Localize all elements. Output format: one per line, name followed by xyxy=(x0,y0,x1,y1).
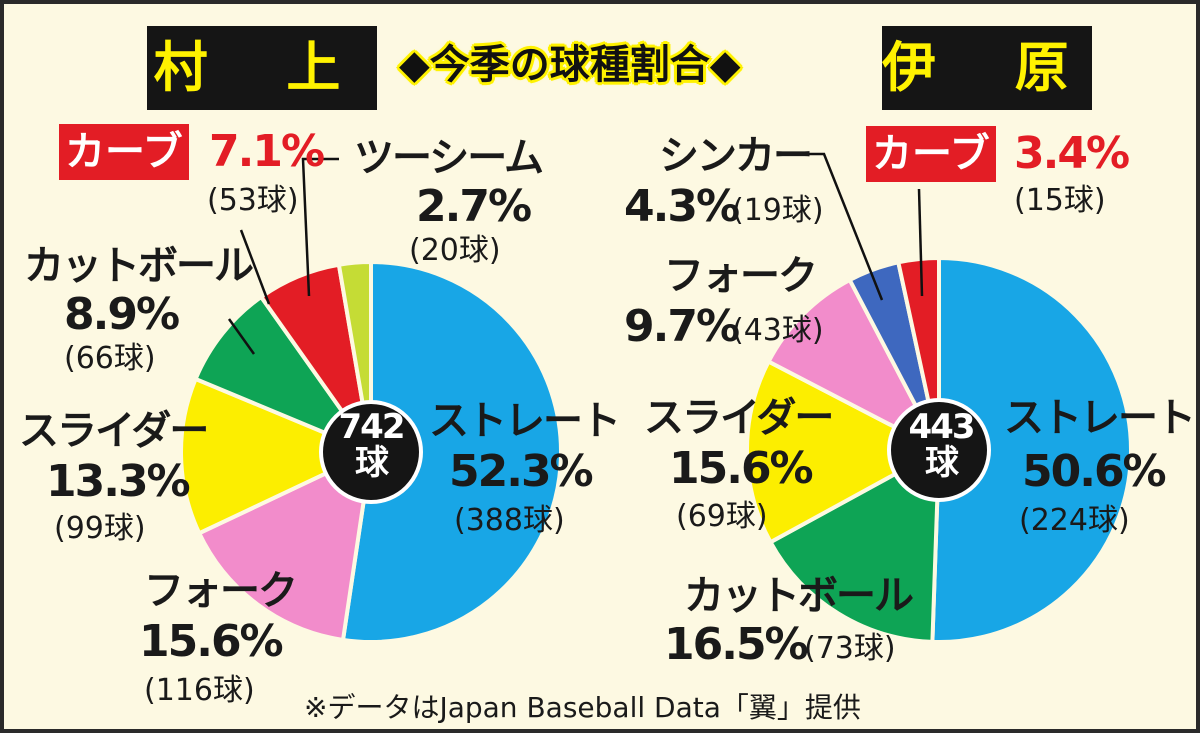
count-twoseam-left: (20球) xyxy=(409,233,501,268)
pct-curve-right: 3.4% xyxy=(1014,128,1130,179)
count-curve-left: (53球) xyxy=(207,183,299,218)
pie-slice xyxy=(930,255,1133,644)
player-name-left: 村 上 xyxy=(147,26,377,110)
label-slider-right: スライダー xyxy=(644,395,834,441)
count-fork-right: (43球) xyxy=(732,313,824,348)
total-left-value: 742 xyxy=(338,407,406,447)
pct-slider-left: 13.3% xyxy=(46,456,191,507)
pie-slice xyxy=(179,376,376,536)
count-straight-left: (388球) xyxy=(454,503,565,538)
total-left: 742 球 xyxy=(324,409,418,481)
pie-ihara xyxy=(745,255,1133,644)
total-right-unit: 球 xyxy=(925,443,959,483)
label-straight-right: ストレート xyxy=(1004,395,1196,441)
label-curve-left: カーブ xyxy=(59,124,189,180)
label-sinker-right: シンカー xyxy=(659,133,813,179)
count-slider-left: (99球) xyxy=(54,511,146,546)
label-twoseam-left: ツーシーム xyxy=(354,135,544,181)
label-cut-left: カットボール xyxy=(24,243,254,289)
pie-slice xyxy=(745,358,944,545)
leader-sinker-right xyxy=(804,152,884,301)
pie-slice xyxy=(340,259,563,644)
total-left-unit: 球 xyxy=(355,443,389,483)
pie-slice xyxy=(767,446,942,644)
chart-title: ◆今季の球種割合◆ xyxy=(399,42,741,88)
pie-slice xyxy=(765,277,944,455)
label-fork-left: フォーク xyxy=(144,568,298,614)
source-note: ※データはJapan Baseball Data「翼」提供 xyxy=(304,691,861,724)
center-total-circle xyxy=(319,400,423,504)
pie-murakami xyxy=(179,259,563,644)
pct-cut-left: 8.9% xyxy=(64,289,180,340)
pct-curve-left: 7.1% xyxy=(209,126,325,177)
pct-cut-right: 16.5% xyxy=(664,619,809,670)
pct-fork-right: 9.7% xyxy=(624,301,740,352)
count-fork-left: (116球) xyxy=(144,673,255,708)
pct-fork-left: 15.6% xyxy=(139,616,284,667)
label-fork-right: フォーク xyxy=(664,253,818,299)
pct-straight-left: 52.3% xyxy=(449,446,594,497)
label-straight-left: ストレート xyxy=(429,398,621,444)
count-straight-right: (224球) xyxy=(1019,503,1130,538)
total-right: 443 球 xyxy=(894,409,988,481)
pie-charts xyxy=(179,152,1133,644)
count-cut-right: (73球) xyxy=(804,631,896,666)
label-curve-right: カーブ xyxy=(866,126,996,182)
pie-slice xyxy=(196,448,374,643)
count-curve-right: (15球) xyxy=(1014,183,1106,218)
pct-sinker-right: 4.3% xyxy=(624,181,740,232)
pct-twoseam-left: 2.7% xyxy=(416,181,532,232)
count-cut-left: (66球) xyxy=(64,341,156,376)
label-cut-right: カットボール xyxy=(684,573,914,619)
count-sinker-right: (19球) xyxy=(732,193,824,228)
center-total-circle xyxy=(887,398,991,502)
leader-curve-left xyxy=(239,229,271,305)
leader-lines xyxy=(227,152,924,355)
total-right-value: 443 xyxy=(908,407,976,447)
pct-straight-right: 50.6% xyxy=(1022,446,1167,497)
count-slider-right: (69球) xyxy=(676,499,768,534)
leader-twoseam-left xyxy=(301,157,339,297)
leader-curve-right xyxy=(917,188,924,297)
leader-cut-left xyxy=(227,318,256,355)
label-slider-left: スライダー xyxy=(19,408,209,454)
pct-slider-right: 15.6% xyxy=(669,443,814,494)
player-name-right: 伊 原 xyxy=(882,26,1092,110)
